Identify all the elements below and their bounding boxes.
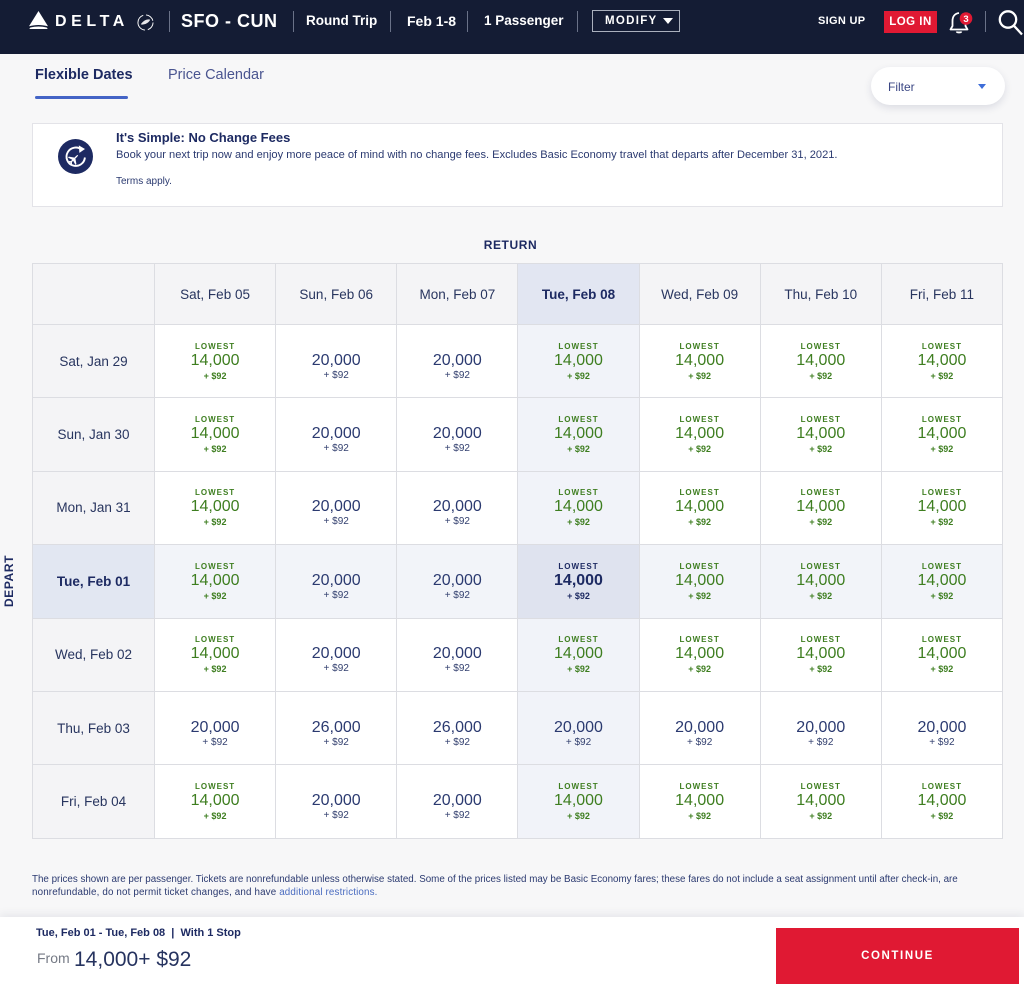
svg-text:3: 3 [963,14,968,25]
